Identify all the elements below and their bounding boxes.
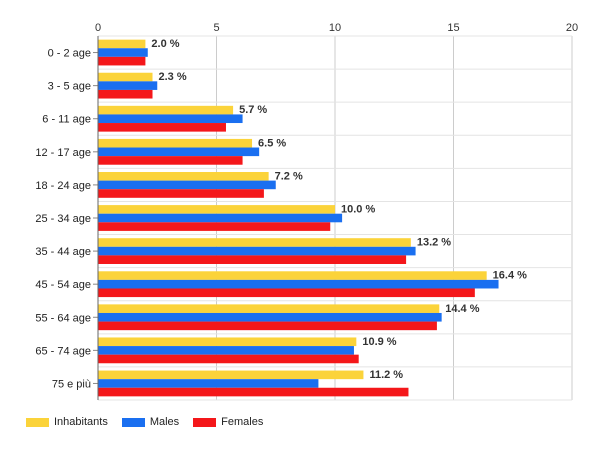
legend-swatch [26,417,49,427]
bar-males [98,312,442,322]
bar-males [98,379,319,388]
category-label: 75 e più [52,378,91,390]
bar-males [98,48,148,57]
bar-females [98,387,409,397]
legend-label: Females [221,416,264,428]
category-label: 3 - 5 age [48,81,91,93]
category-label: 12 - 17 age [35,147,91,159]
legend-item-males: Males [121,416,180,428]
data-label: 11.2 % [369,369,403,381]
data-label: 5.7 % [239,104,267,116]
bar-males [98,114,243,124]
category-label: 35 - 44 age [35,246,91,258]
category-label: 0 - 2 age [48,48,91,60]
bar-males [98,346,354,355]
category-label: 45 - 54 age [35,279,91,291]
category-label: 18 - 24 age [35,180,91,192]
legend-swatch [193,417,217,427]
bar-inhabitants [98,370,364,380]
data-label: 13.2 % [417,237,451,249]
data-label: 10.9 % [362,336,396,348]
bar-inhabitants [98,238,411,247]
x-tick-label: 5 [213,22,219,34]
bar-females [98,288,475,298]
bar-inhabitants [98,205,335,214]
bar-females [98,89,153,99]
legend: Inhabitants Males Females [26,416,277,428]
x-tick-label: 15 [447,22,459,34]
bar-inhabitants [98,138,253,148]
data-label: 14.4 % [445,303,479,315]
x-tick-label: 0 [95,22,101,34]
bar-females [98,222,331,231]
bar-males [98,147,260,157]
bar-inhabitants [98,172,269,181]
data-label: 2.0 % [151,38,179,50]
data-label: 7.2 % [275,170,303,182]
bar-males [98,279,499,289]
bar-females [98,189,264,198]
bar-females [98,123,226,132]
bar-males [98,213,343,223]
bar-females [98,321,437,331]
bar-males [98,81,158,90]
data-label: 10.0 % [341,204,375,216]
category-label: 55 - 64 age [35,312,91,324]
bar-inhabitants [98,72,153,82]
data-label: 16.4 % [493,270,527,282]
x-tick-label: 20 [566,22,578,34]
category-label: 25 - 34 age [35,213,91,225]
bar-females [98,354,359,364]
bar-females [98,56,146,66]
legend-label: Inhabitants [54,416,108,428]
bar-females [98,255,407,264]
bar-inhabitants [98,105,234,115]
x-tick-label: 10 [329,22,341,34]
legend-item-females: Females [193,416,263,428]
bar-inhabitants [98,271,487,280]
data-label: 6.5 % [258,137,286,149]
bar-inhabitants [98,304,440,313]
bar-inhabitants [98,337,357,347]
bar-males [98,180,276,190]
legend-item-inhabitants: Inhabitants [26,416,108,428]
bar-inhabitants [98,39,146,49]
category-label: 6 - 11 age [42,114,91,126]
data-label: 2.3 % [159,71,187,83]
legend-swatch [121,417,145,427]
bar-females [98,156,243,165]
category-label: 65 - 74 age [35,345,91,357]
legend-label: Males [149,416,180,428]
bar-males [98,246,416,256]
